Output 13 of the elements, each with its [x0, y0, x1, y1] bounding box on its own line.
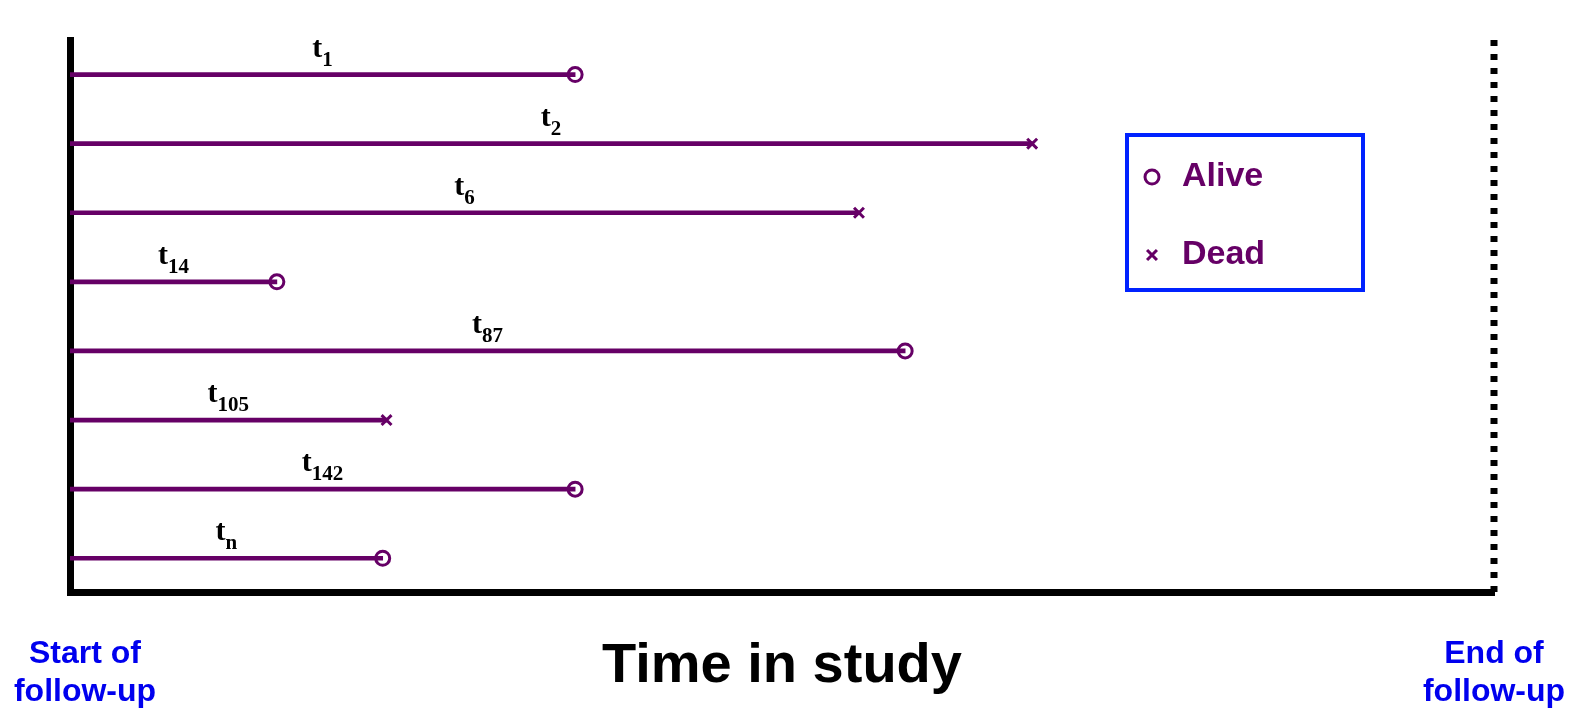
point: [380, 413, 393, 427]
legend-label: Alive: [1182, 155, 1264, 194]
ref-line-label: End of follow-up: [1422, 633, 1566, 708]
point: [896, 342, 914, 360]
x-axis-title: Time in study: [602, 630, 962, 694]
point: [1025, 137, 1039, 151]
point: [566, 480, 584, 498]
point: [268, 273, 286, 291]
legend-label: Dead: [1182, 233, 1266, 272]
point: [852, 206, 866, 220]
point: [566, 66, 584, 84]
text: Start of follow-up: [13, 633, 157, 708]
point: [374, 549, 392, 567]
